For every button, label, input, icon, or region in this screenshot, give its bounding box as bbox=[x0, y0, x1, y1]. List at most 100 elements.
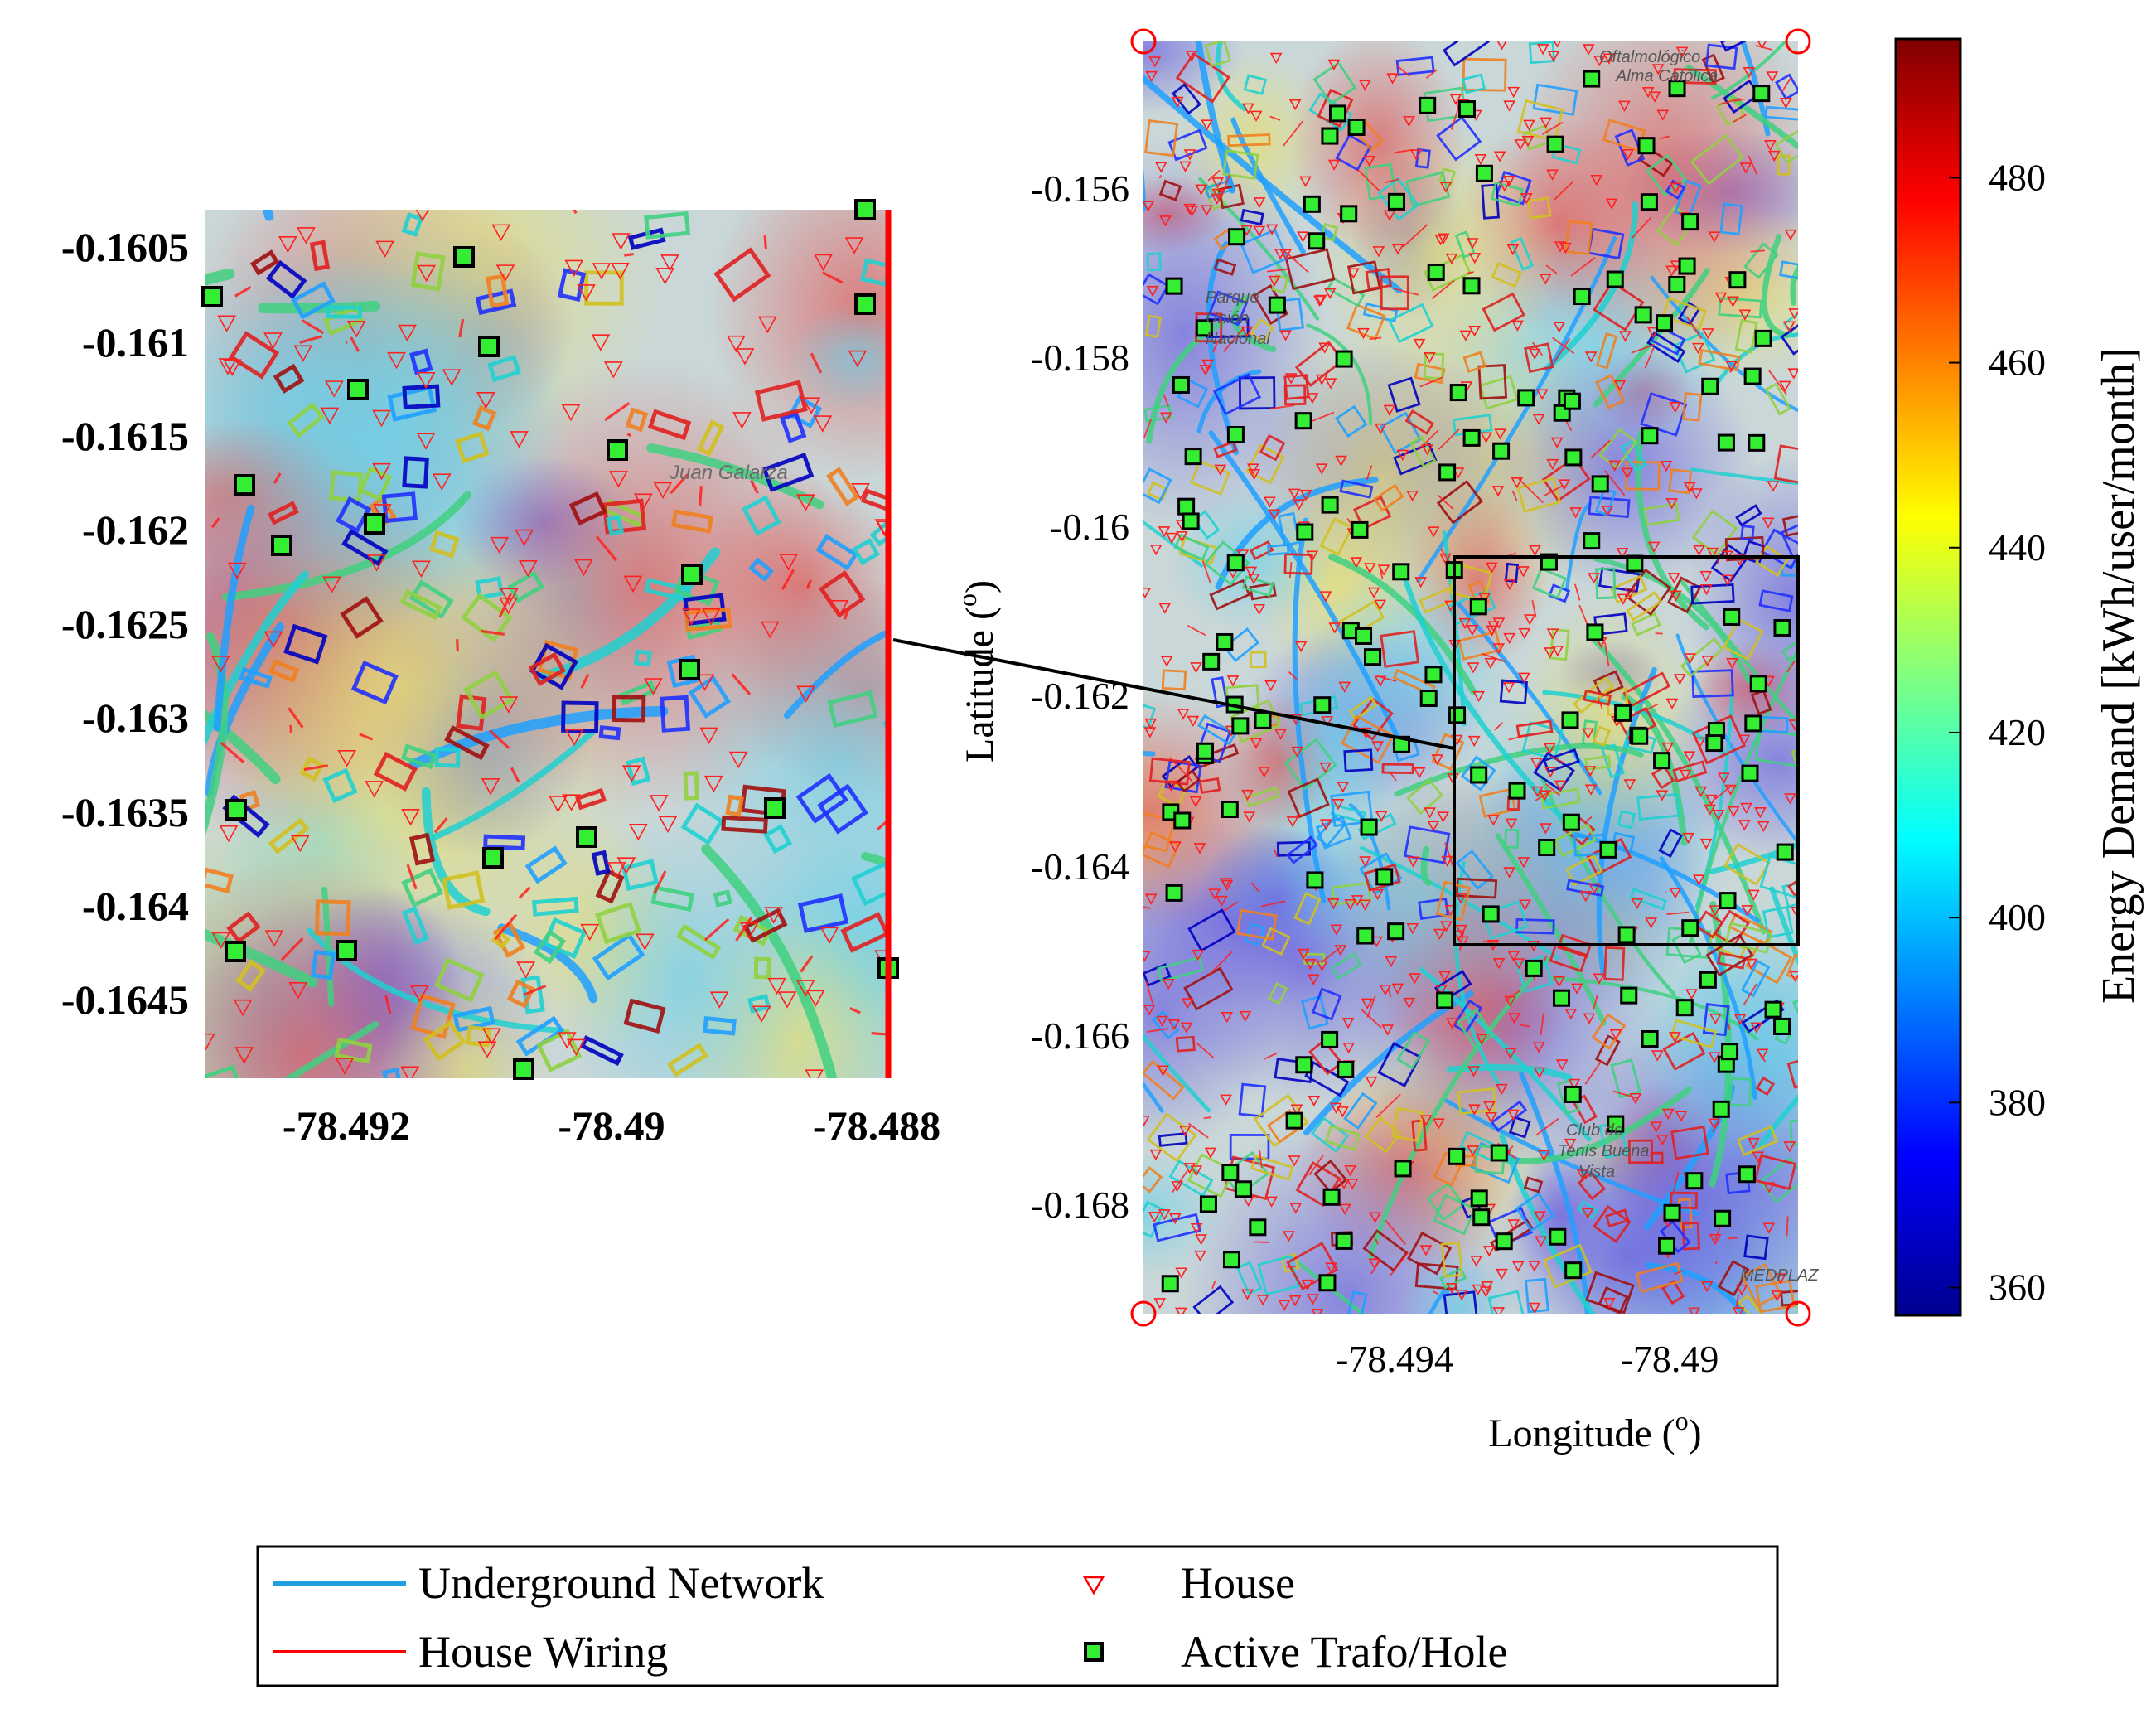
house-marker bbox=[1183, 149, 1196, 161]
trafo-marker bbox=[1355, 627, 1373, 645]
building-outline bbox=[561, 700, 599, 733]
building-outline bbox=[1343, 748, 1374, 772]
building-outline bbox=[1758, 589, 1794, 612]
house-marker bbox=[1346, 1179, 1359, 1190]
trafo-marker bbox=[1199, 1195, 1217, 1213]
building-outline bbox=[1720, 41, 1757, 52]
house-marker bbox=[1288, 1295, 1302, 1307]
house-marker bbox=[1492, 643, 1506, 655]
house-marker bbox=[1264, 496, 1276, 508]
house-marker bbox=[516, 961, 536, 979]
house-wiring-line bbox=[1361, 1009, 1382, 1029]
house-marker bbox=[1204, 1147, 1217, 1159]
house-marker bbox=[1539, 274, 1552, 285]
house-marker bbox=[1754, 807, 1767, 819]
house-marker bbox=[1211, 193, 1224, 205]
building-outline bbox=[299, 756, 325, 782]
house-marker bbox=[1454, 893, 1467, 904]
legend-house-label: House bbox=[1181, 1558, 1295, 1608]
house-marker bbox=[1158, 603, 1172, 614]
house-marker bbox=[1293, 499, 1306, 511]
house-marker bbox=[1523, 614, 1536, 626]
house-marker bbox=[1554, 780, 1567, 792]
house-marker bbox=[442, 369, 462, 386]
house-marker bbox=[1507, 86, 1520, 99]
trafo-marker bbox=[1656, 314, 1674, 332]
house-wiring-line bbox=[1554, 337, 1571, 362]
building-outline bbox=[1144, 314, 1163, 339]
house-marker bbox=[1605, 198, 1618, 210]
underground-network-line bbox=[1367, 956, 1551, 1260]
trafo-marker bbox=[1221, 1164, 1240, 1182]
house-marker bbox=[1274, 729, 1287, 740]
house-marker bbox=[1532, 1042, 1545, 1053]
house-wiring-line bbox=[1283, 120, 1304, 147]
house-marker bbox=[1408, 973, 1421, 985]
house-marker bbox=[1553, 976, 1565, 988]
house-marker bbox=[1143, 588, 1152, 599]
building-outline bbox=[1143, 830, 1181, 869]
house-marker bbox=[1584, 351, 1598, 363]
house-marker bbox=[1358, 80, 1371, 91]
trafo-marker bbox=[1172, 375, 1190, 394]
inset-y-tick-label: -0.163 bbox=[82, 695, 189, 741]
house-marker bbox=[1180, 1022, 1193, 1034]
trafo-marker bbox=[1776, 843, 1794, 861]
building-outline bbox=[1157, 956, 1205, 983]
building-outline bbox=[1308, 1038, 1343, 1076]
building-outline bbox=[536, 1029, 583, 1072]
trafo-marker bbox=[1462, 277, 1481, 295]
house-wiring-line bbox=[494, 913, 518, 941]
house-marker bbox=[1284, 373, 1298, 385]
building-outline bbox=[742, 908, 788, 943]
trafo-marker bbox=[854, 199, 876, 220]
house-marker bbox=[481, 777, 500, 796]
house-marker bbox=[1685, 989, 1698, 1000]
trafo-marker bbox=[1306, 871, 1324, 889]
building-outline bbox=[817, 783, 868, 835]
house-wiring-line bbox=[1396, 65, 1411, 77]
house-wiring-line bbox=[1544, 782, 1561, 796]
house-marker bbox=[234, 1047, 254, 1064]
house-wiring-line bbox=[1511, 491, 1518, 501]
house-marker bbox=[222, 359, 242, 376]
house-marker bbox=[1313, 295, 1326, 307]
house-marker bbox=[1176, 531, 1188, 543]
building-outline bbox=[326, 305, 363, 319]
building-outline bbox=[387, 385, 437, 422]
house-marker bbox=[1316, 960, 1328, 972]
building-outline bbox=[598, 725, 621, 741]
trafo-marker bbox=[1351, 520, 1369, 539]
house-marker bbox=[1555, 1059, 1569, 1071]
house-marker bbox=[767, 977, 786, 995]
house-marker bbox=[1314, 294, 1327, 306]
building-outline bbox=[1236, 908, 1278, 941]
house-wiring-line bbox=[1356, 168, 1380, 191]
house-marker bbox=[1466, 624, 1479, 637]
building-outline bbox=[1320, 222, 1339, 242]
map-corner-markers bbox=[1130, 28, 1811, 1327]
house-marker bbox=[1435, 985, 1448, 996]
trafo-marker bbox=[1216, 632, 1234, 651]
building-outline bbox=[612, 695, 646, 723]
house-marker bbox=[1504, 1048, 1517, 1059]
house-marker bbox=[1517, 566, 1530, 578]
house-wiring-line bbox=[489, 729, 510, 749]
building-outline bbox=[350, 660, 399, 705]
building-outline bbox=[408, 832, 436, 866]
house-wiring-line bbox=[1508, 734, 1528, 741]
trafo-marker bbox=[1641, 427, 1659, 445]
house-marker bbox=[1327, 898, 1340, 910]
house-wiring-line bbox=[1288, 671, 1298, 680]
zoom-region-box bbox=[1453, 555, 1800, 946]
underground-network-line bbox=[1400, 569, 1564, 821]
house-marker bbox=[1385, 956, 1398, 968]
house-wiring-line bbox=[1494, 722, 1503, 731]
building-outline bbox=[358, 466, 393, 501]
building-outline bbox=[1636, 792, 1681, 821]
house-marker bbox=[1248, 469, 1261, 481]
house-wiring-line bbox=[1274, 849, 1279, 858]
building-outline bbox=[1604, 1208, 1630, 1228]
building-outline bbox=[1745, 939, 1793, 985]
house-wiring-line bbox=[1518, 478, 1544, 504]
